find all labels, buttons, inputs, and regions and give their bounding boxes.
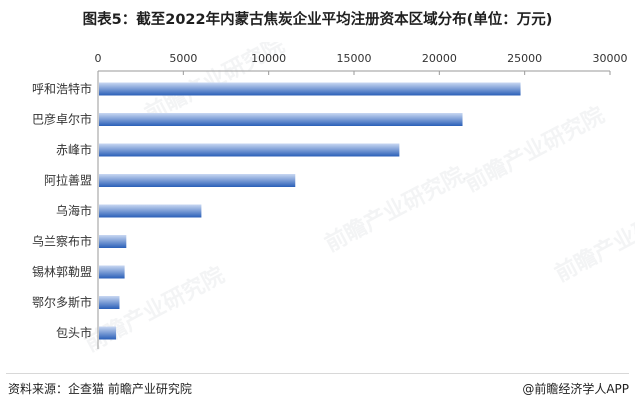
x-axis: 0 5000 10000 15000 20000 25000 30000 [95,52,628,75]
category-label: 巴彦卓尔市 [32,112,92,127]
watermark-text: 前瞻产业研究院 [461,102,609,197]
category-label: 呼和浩特市 [32,81,92,96]
category-label: 赤峰市 [56,142,92,157]
x-tick-label: 0 [95,52,102,65]
x-tick-label: 20000 [422,52,457,65]
x-tick-label: 10000 [251,52,286,65]
x-tick-label: 30000 [593,52,628,65]
bar [99,296,120,309]
bar [99,235,127,248]
bar [99,265,125,279]
bars [99,82,521,340]
x-tick-label: 15000 [337,52,372,65]
bar [99,326,117,340]
watermark-text: 前瞻产业研究院 [321,162,469,257]
category-label: 锡林郭勒盟 [32,264,92,279]
bar [99,113,463,126]
footer-divider [6,373,629,374]
category-label: 鄂尔多斯市 [32,295,92,310]
category-label: 阿拉善盟 [44,173,92,188]
bar [99,204,202,218]
bar [99,82,521,96]
bar [99,174,296,187]
x-tick-label: 25000 [507,52,542,65]
brand-note: @前瞻经济学人APP [522,382,629,396]
source-note: 资料来源：企查猫 前瞻产业研究院 [8,382,192,396]
watermark-text: 前瞻产业研究院 [551,192,635,287]
category-label: 包头市 [56,325,92,340]
bar [99,143,400,157]
x-tick-label: 5000 [169,52,197,65]
category-label: 乌海市 [56,203,92,218]
chart-title: 图表5：截至2022年内蒙古焦炭企业平均注册资本区域分布(单位：万元) [82,12,553,28]
category-label: 乌兰察布市 [32,234,92,249]
